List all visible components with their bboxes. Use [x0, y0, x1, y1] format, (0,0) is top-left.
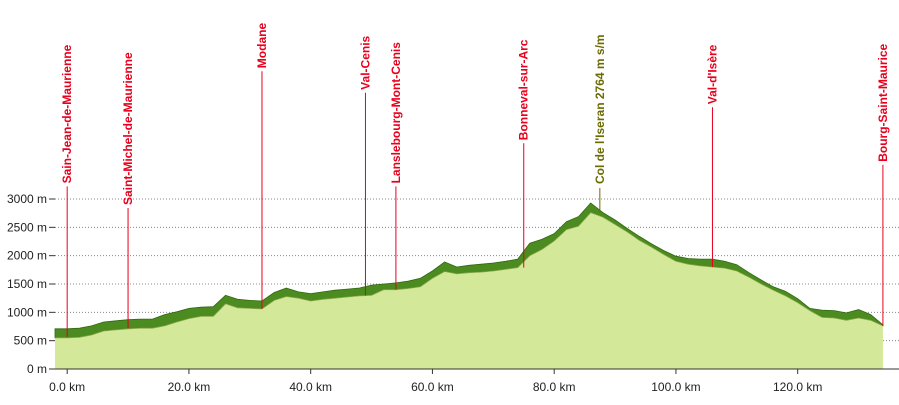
town-label: Sain-Jean-de-Maurienne [60, 44, 74, 183]
x-tick-label: 0.0 km [49, 380, 85, 394]
y-tick-label: 3000 m [7, 192, 47, 206]
town-label: Bourg-Saint-Maurice [876, 43, 890, 161]
y-tick-label: 2000 m [7, 249, 47, 263]
x-tick-label: 60.0 km [411, 380, 454, 394]
town-label: Saint-Michel-de-Maurienne [121, 52, 135, 205]
pass-label: Col de l'Iseran 2764 m s/m [593, 34, 607, 184]
y-tick-label: 2500 m [7, 220, 47, 234]
town-label: Lanslebourg-Mont-Cenis [389, 42, 403, 184]
elevation-fill-area [55, 212, 883, 369]
town-label: Modane [255, 23, 269, 69]
town-label: Val-d'Isère [705, 44, 719, 104]
x-tick-label: 80.0 km [533, 380, 576, 394]
x-tick-label: 100.0 km [651, 380, 700, 394]
town-label: Bonneval-sur-Arc [517, 39, 531, 140]
y-tick-label: 500 m [14, 334, 47, 348]
y-tick-label: 1500 m [7, 277, 47, 291]
x-tick-label: 120.0 km [773, 380, 822, 394]
elevation-line [55, 212, 884, 339]
x-tick-label: 40.0 km [289, 380, 332, 394]
y-tick-label: 1000 m [7, 305, 47, 319]
town-label: Val-Cenis [358, 35, 372, 89]
x-tick-label: 20.0 km [168, 380, 211, 394]
y-tick-label: 0 m [27, 362, 47, 376]
